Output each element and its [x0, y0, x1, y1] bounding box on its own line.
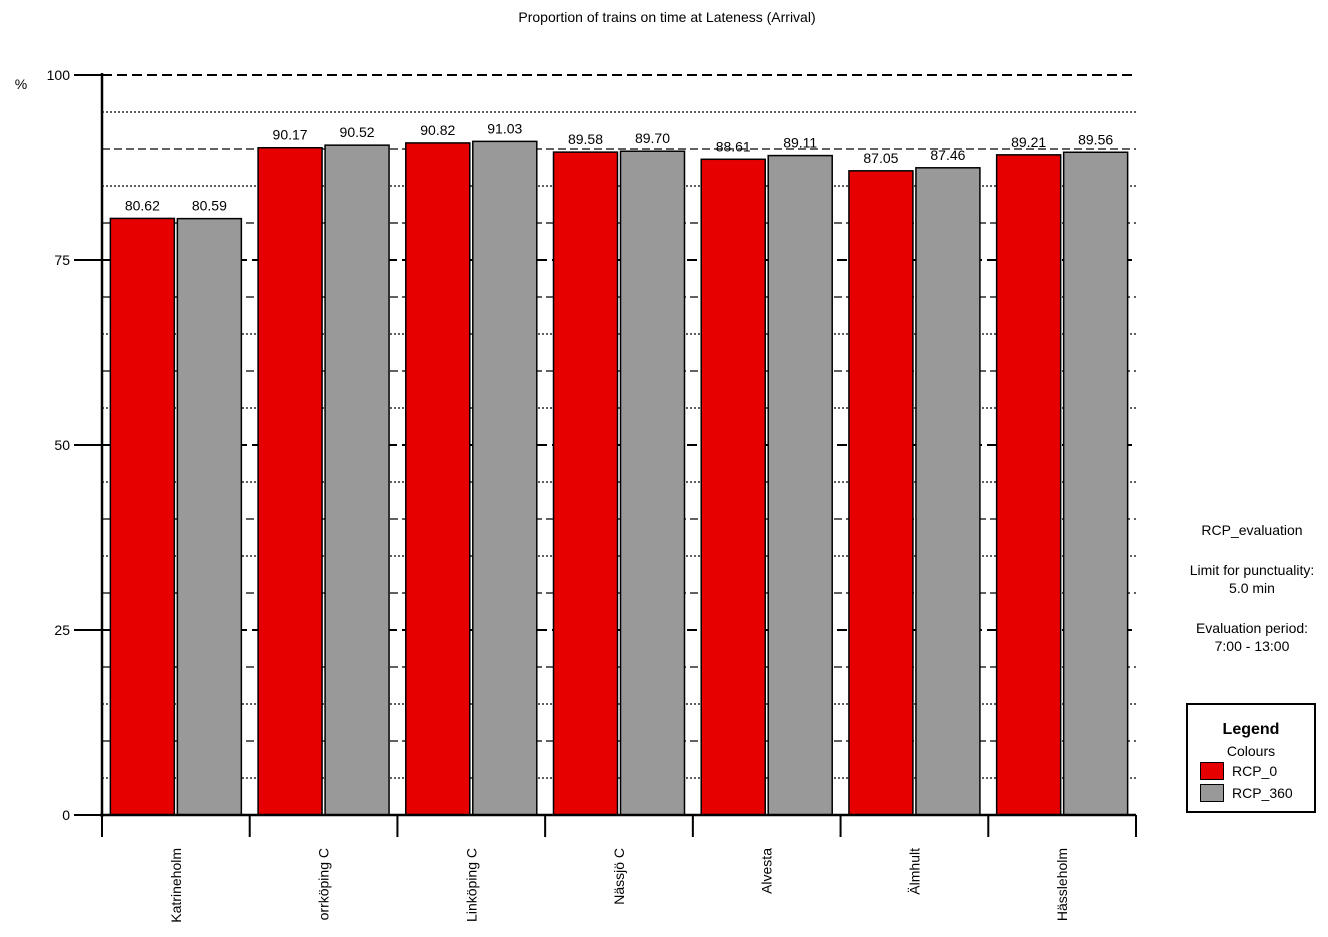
value-label: 80.59	[192, 198, 227, 214]
bar-rcp-360	[915, 167, 981, 816]
x-tick-label: Katrineholm	[168, 848, 184, 923]
bars	[109, 140, 1129, 816]
y-tick-label: 75	[54, 252, 70, 268]
bar-rcp-360	[324, 144, 390, 816]
y-tick-label: 50	[54, 437, 70, 453]
legend-swatch-rcp-360	[1200, 784, 1224, 802]
period-label: Evaluation period:	[1195, 620, 1309, 636]
value-label: 87.05	[863, 150, 898, 166]
value-label: 89.11	[783, 135, 817, 151]
value-label: 90.17	[273, 127, 308, 143]
y-tick-label: 0	[62, 807, 70, 823]
value-label: 89.21	[1011, 134, 1046, 150]
x-tick-label: Alvesta	[759, 848, 775, 894]
value-label: 90.52	[340, 124, 375, 140]
bar-rcp-0	[995, 154, 1062, 816]
value-label: 89.58	[568, 131, 603, 147]
legend: Legend Colours RCP_0 RCP_360	[1186, 703, 1316, 813]
period-value: 7:00 - 13:00	[1214, 638, 1290, 654]
punctuality-value: 5.0 min	[1229, 580, 1275, 596]
value-label: 80.62	[125, 197, 160, 213]
legend-label-rcp-360: RCP_360	[1232, 785, 1293, 801]
y-tick-label: 100	[47, 67, 71, 83]
y-axis-label: %	[15, 76, 27, 92]
x-tick-label: orrköping C	[316, 848, 332, 920]
bar-rcp-360	[619, 150, 686, 816]
legend-title: Legend	[1222, 721, 1280, 738]
x-tick-label: Hässleholm	[1054, 848, 1070, 921]
value-label: 88.61	[716, 138, 751, 154]
grid-lines	[102, 74, 1136, 779]
legend-subtitle: Colours	[1226, 743, 1276, 759]
value-label: 90.82	[420, 122, 455, 138]
x-tick-label: Linköping C	[463, 848, 479, 922]
bar-rcp-360	[472, 140, 538, 816]
chart-title: Proportion of trains on time at Lateness…	[518, 9, 815, 25]
y-tick-label: 25	[54, 622, 70, 638]
evaluation-name: RCP_evaluation	[1201, 522, 1303, 538]
legend-label-rcp-0: RCP_0	[1232, 763, 1278, 779]
axes	[74, 73, 1137, 837]
value-label: 89.56	[1078, 131, 1113, 147]
bar-rcp-0	[109, 217, 176, 816]
value-label: 91.03	[487, 120, 522, 136]
labels: 80.62 80.59 90.17 90.52 90.82 91.03 89.58 89.70…	[47, 67, 1114, 923]
bar-rcp-0	[405, 142, 471, 816]
punctuality-label: Limit for punctuality:	[1189, 562, 1315, 578]
value-label: 89.70	[635, 130, 670, 146]
bar-rcp-0	[552, 151, 619, 816]
bar-rcp-0	[257, 146, 323, 816]
bar-rcp-0	[848, 170, 914, 816]
bar-rcp-0	[700, 158, 766, 816]
bar-rcp-360	[176, 217, 243, 816]
bar-rcp-360	[767, 154, 833, 816]
bar-rcp-360	[1062, 151, 1129, 816]
value-label: 87.46	[930, 147, 965, 163]
x-tick-label: Älmhult	[906, 848, 922, 895]
legend-swatch-rcp-0	[1200, 762, 1224, 780]
x-tick-label: Nässjö C	[611, 848, 627, 905]
